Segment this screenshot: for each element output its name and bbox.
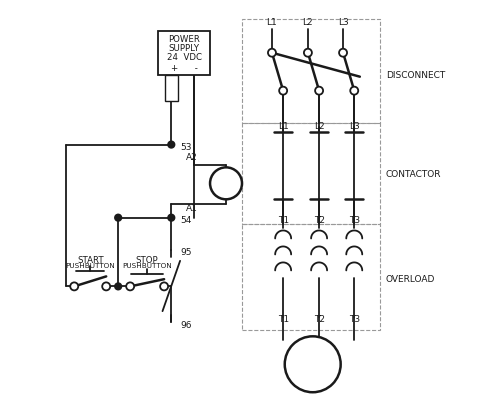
Text: T1: T1: [278, 315, 289, 324]
Text: 95: 95: [181, 248, 192, 257]
Text: 24  VDC: 24 VDC: [166, 53, 202, 62]
Text: OVERLOAD: OVERLOAD: [386, 275, 435, 284]
Text: L3: L3: [349, 122, 360, 131]
Circle shape: [115, 215, 122, 221]
Circle shape: [160, 282, 168, 290]
Text: STOP: STOP: [136, 256, 159, 265]
Circle shape: [315, 87, 323, 95]
Circle shape: [268, 49, 276, 57]
Text: L2: L2: [303, 18, 313, 27]
Text: 3 PHASE: 3 PHASE: [294, 353, 332, 362]
Bar: [158, 31, 210, 75]
Circle shape: [102, 282, 110, 290]
Circle shape: [210, 167, 242, 199]
Text: M1: M1: [219, 179, 233, 188]
Text: L1: L1: [266, 18, 277, 27]
Text: L3: L3: [338, 18, 348, 27]
Text: DISCONNECT: DISCONNECT: [386, 71, 445, 80]
Text: T2: T2: [314, 215, 325, 225]
Circle shape: [279, 87, 287, 95]
Text: 54: 54: [181, 216, 192, 225]
Text: L1: L1: [278, 122, 288, 131]
Circle shape: [168, 141, 175, 148]
Bar: [242, 19, 380, 123]
Circle shape: [285, 336, 341, 392]
Text: +      -: + -: [171, 64, 198, 73]
Text: A2: A2: [186, 153, 198, 162]
Text: T1: T1: [278, 215, 289, 225]
Bar: [242, 123, 380, 224]
Circle shape: [115, 283, 122, 290]
Text: CONTACTOR: CONTACTOR: [386, 170, 441, 179]
Text: POWER: POWER: [168, 35, 200, 44]
Text: T3: T3: [349, 315, 360, 324]
Text: PUSHBUTTON: PUSHBUTTON: [122, 263, 172, 269]
Circle shape: [304, 49, 312, 57]
Circle shape: [350, 87, 358, 95]
Text: MOTOR: MOTOR: [296, 367, 329, 376]
Text: A1: A1: [186, 205, 198, 213]
Text: 53: 53: [181, 143, 192, 152]
Text: T3: T3: [349, 215, 360, 225]
Circle shape: [70, 282, 78, 290]
Bar: [242, 224, 380, 330]
Text: T2: T2: [314, 315, 325, 324]
Bar: [165, 75, 178, 101]
Circle shape: [126, 282, 134, 290]
Text: PUSHBUTTON: PUSHBUTTON: [65, 263, 115, 269]
Circle shape: [168, 215, 175, 221]
Text: L2: L2: [314, 122, 325, 131]
Text: SUPPLY: SUPPLY: [168, 44, 200, 53]
Text: START: START: [77, 256, 103, 265]
Circle shape: [339, 49, 347, 57]
Text: 96: 96: [181, 321, 192, 330]
